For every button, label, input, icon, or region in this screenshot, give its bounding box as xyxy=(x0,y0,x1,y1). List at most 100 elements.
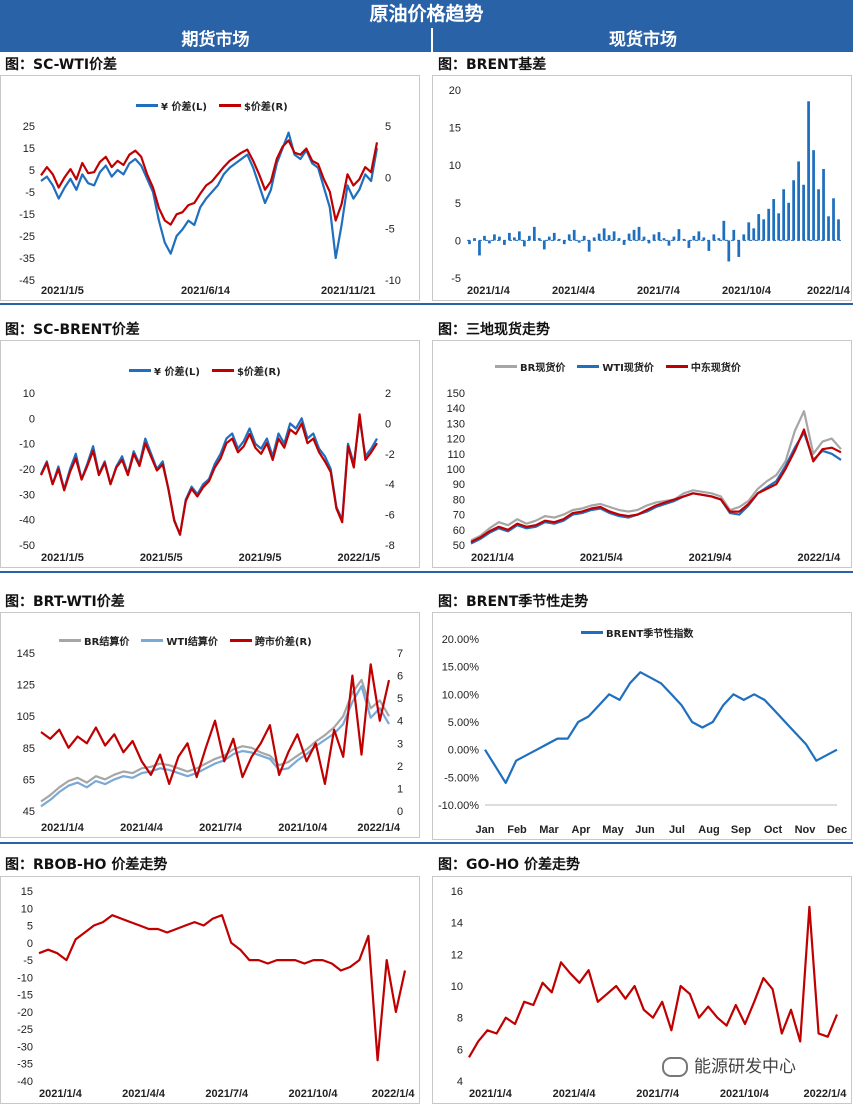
y-tick-label: 140 xyxy=(447,403,465,415)
chart-legend: BR结算价 WTI结算价 跨市价差(R) xyxy=(59,633,324,648)
x-tick-label: 2022/1/4 xyxy=(804,1088,848,1100)
y-tick-label: -30 xyxy=(17,1041,33,1053)
bar xyxy=(582,235,586,241)
y-right-tick-label: 5 xyxy=(385,121,391,133)
bar xyxy=(797,161,800,241)
y-tick-label: 14 xyxy=(451,918,463,930)
y-tick-label: 150 xyxy=(447,388,465,400)
legend-swatch xyxy=(218,104,241,107)
y-tick-label: -15 xyxy=(17,990,33,1002)
legend-item: WTI结算价 xyxy=(141,633,218,648)
brt-wti-spread-chart: 145 125 105 85 65 45 7 6 5 4 3 2 1 0 2021/1/4 2021/4/4 2… xyxy=(0,612,420,838)
sc-wti-spread-chart: 25 15 5 -5 -15 -25 -35 -45 5 0 -5 -10 2021/1/5 2021/6… xyxy=(0,75,420,301)
y-tick-label: 4 xyxy=(457,1076,463,1088)
x-tick-label: 2021/5/4 xyxy=(580,552,624,564)
y-tick-label: 15.00% xyxy=(442,662,480,674)
brent-basis-chart: 20 15 10 5 0 -5 2021/1/4 2021/4/4 2021/7/4 2021/1… xyxy=(432,75,852,301)
legend-label: 跨市价差(R) xyxy=(254,637,312,648)
bar xyxy=(612,231,616,241)
y-right-tick-label: 1 xyxy=(397,783,403,795)
x-tick-label: Jun xyxy=(635,824,655,836)
y-tick-label: 15 xyxy=(23,143,35,155)
legend-swatch xyxy=(59,639,81,642)
bar xyxy=(532,226,536,241)
y-right-tick-label: 2 xyxy=(385,388,391,400)
y-tick-label: 20.00% xyxy=(442,634,480,646)
y-tick-label: 0 xyxy=(455,235,461,247)
watermark: 能源研发中心 xyxy=(662,1052,796,1077)
x-tick-label: 2021/1/4 xyxy=(471,552,515,564)
y-tick-label: -5 xyxy=(23,955,33,967)
y-tick-label: 70 xyxy=(453,510,465,522)
series-line-2 xyxy=(40,663,391,785)
bar xyxy=(667,240,671,246)
bar xyxy=(577,240,581,243)
y-tick-label: 145 xyxy=(17,648,35,660)
bar xyxy=(498,236,501,241)
x-tick-label: 2021/7/4 xyxy=(637,285,681,297)
x-tick-label: 2021/1/4 xyxy=(39,1088,83,1100)
y-tick-label: 5.00% xyxy=(448,717,479,729)
bar xyxy=(692,235,696,241)
bar xyxy=(622,240,626,245)
legend-label: BR现货价 xyxy=(520,363,566,374)
x-tick-label: 2021/1/4 xyxy=(469,1088,513,1100)
y-right-tick-label: -10 xyxy=(385,275,401,287)
y-tick-label: 5 xyxy=(29,165,35,177)
y-tick-label: -40 xyxy=(17,1076,33,1088)
legend-item: $价差(R) xyxy=(211,363,281,378)
y-tick-label: 8 xyxy=(457,1013,463,1025)
legend-swatch xyxy=(229,639,252,642)
bar xyxy=(687,240,691,248)
y-right-tick-label: 6 xyxy=(397,671,403,683)
bar xyxy=(837,219,840,241)
x-tick-label: 2021/7/4 xyxy=(199,822,243,834)
bar xyxy=(662,238,666,241)
x-tick-label: Sep xyxy=(731,824,751,836)
legend-label: ¥ 价差(L) xyxy=(154,367,200,378)
x-tick-label: Jul xyxy=(669,824,685,836)
y-right-tick-label: 4 xyxy=(397,716,403,728)
legend-item: BR现货价 xyxy=(495,359,565,374)
legend-swatch xyxy=(211,369,234,372)
y-tick-label: 15 xyxy=(21,886,33,898)
bar xyxy=(827,216,830,241)
chart-title-sc-brent: 图：SC-BRENT价差 xyxy=(5,322,140,338)
row-divider-3 xyxy=(0,842,853,844)
legend-item: 跨市价差(R) xyxy=(229,633,312,648)
x-tick-label: 2021/1/4 xyxy=(467,285,511,297)
chart-svg: 16 14 12 10 8 6 4 2021/1/4 2021/4/4 2021/7/4 2021/… xyxy=(451,886,848,1100)
bar xyxy=(717,238,721,241)
y-tick-label: -10 xyxy=(19,439,35,451)
x-tick-label: Oct xyxy=(764,824,783,836)
y-tick-label: 6 xyxy=(457,1044,463,1056)
series-line-1 xyxy=(40,139,379,226)
y-tick-label: 12 xyxy=(451,949,463,961)
bar xyxy=(757,214,761,241)
y-tick-label: -15 xyxy=(19,209,35,221)
x-tick-label: 2021/10/4 xyxy=(722,285,772,297)
bar xyxy=(488,240,491,244)
series-line-1 xyxy=(40,685,390,808)
y-right-tick-label: 0 xyxy=(397,806,403,818)
bar xyxy=(782,189,786,241)
legend-label: BR结算价 xyxy=(84,637,130,648)
bar xyxy=(597,233,601,241)
chart-title-rbob-ho: 图：RBOB-HO 价差走势 xyxy=(5,857,168,873)
bar xyxy=(602,228,606,241)
bar xyxy=(652,234,656,241)
x-tick-label: 2021/5/5 xyxy=(140,552,183,564)
page-title: 原油价格趋势 xyxy=(0,0,853,28)
legend-swatch xyxy=(581,631,603,634)
y-tick-label: 25 xyxy=(23,121,35,133)
bar xyxy=(722,220,726,241)
y-tick-label: -35 xyxy=(19,253,35,265)
legend-label: BRENT季节性指数 xyxy=(606,629,694,640)
bar xyxy=(483,235,486,241)
bar xyxy=(807,101,810,241)
y-right-tick-label: 0 xyxy=(385,418,391,430)
y-tick-label: -5.00% xyxy=(444,772,479,784)
chart-svg: 10 0 -10 -20 -30 -40 -50 2 0 -2 -4 -6 -8 2021/1/5 2021… xyxy=(19,388,395,564)
x-tick-label: Jan xyxy=(476,824,495,836)
